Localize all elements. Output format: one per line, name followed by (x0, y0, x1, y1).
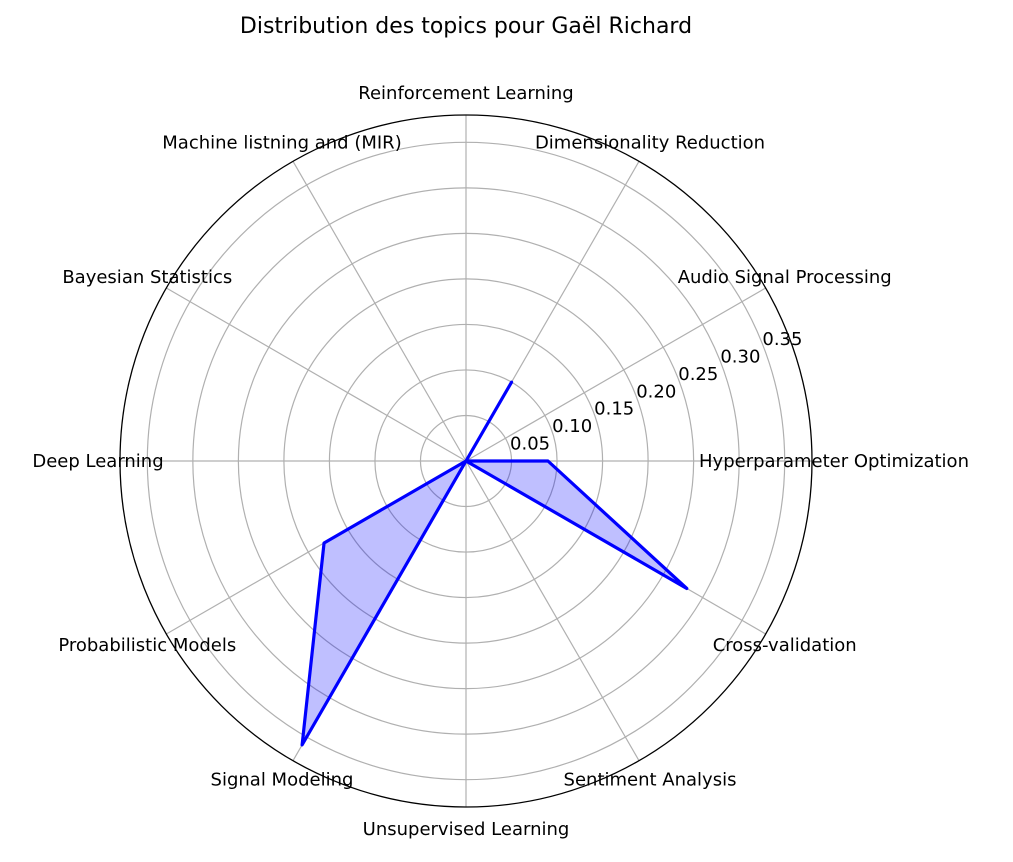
category-label: Cross-validation (713, 635, 857, 656)
category-label: Reinforcement Learning (358, 83, 573, 104)
category-label: Probabilistic Models (58, 635, 236, 656)
category-label: Bayesian Statistics (62, 267, 232, 288)
radial-tick-label: 0.35 (762, 329, 802, 350)
category-label: Hyperparameter Optimization (699, 451, 969, 472)
data-layer (300, 380, 689, 747)
category-label: Signal Modeling (211, 770, 354, 791)
category-label: Unsupervised Learning (363, 819, 570, 840)
grid-spoke (292, 161, 467, 462)
series-area (302, 382, 687, 745)
category-label: Audio Signal Processing (678, 267, 892, 288)
radial-tick-label: 0.05 (510, 434, 550, 455)
chart-title: Distribution des topics pour Gaël Richar… (240, 14, 692, 39)
grid-spoke (465, 460, 640, 761)
grid-spoke (465, 287, 766, 462)
category-label: Dimensionality Reduction (535, 132, 765, 153)
radial-tick-label: 0.25 (678, 364, 718, 385)
radial-tick-label: 0.15 (594, 399, 634, 420)
radial-tick-label: 0.10 (552, 416, 592, 437)
polar-frame (119, 114, 813, 808)
category-labels: Hyperparameter Optimization Audio Signal … (32, 83, 969, 840)
radial-tick-labels: 0.050.100.150.200.250.300.35 (510, 329, 802, 455)
category-label: Machine listning and (MIR) (162, 132, 401, 153)
radial-tick-label: 0.30 (720, 346, 760, 367)
grid-spoke (166, 287, 467, 462)
category-label: Sentiment Analysis (564, 770, 737, 791)
category-label: Deep Learning (32, 451, 163, 472)
radial-tick-label: 0.20 (636, 381, 676, 402)
